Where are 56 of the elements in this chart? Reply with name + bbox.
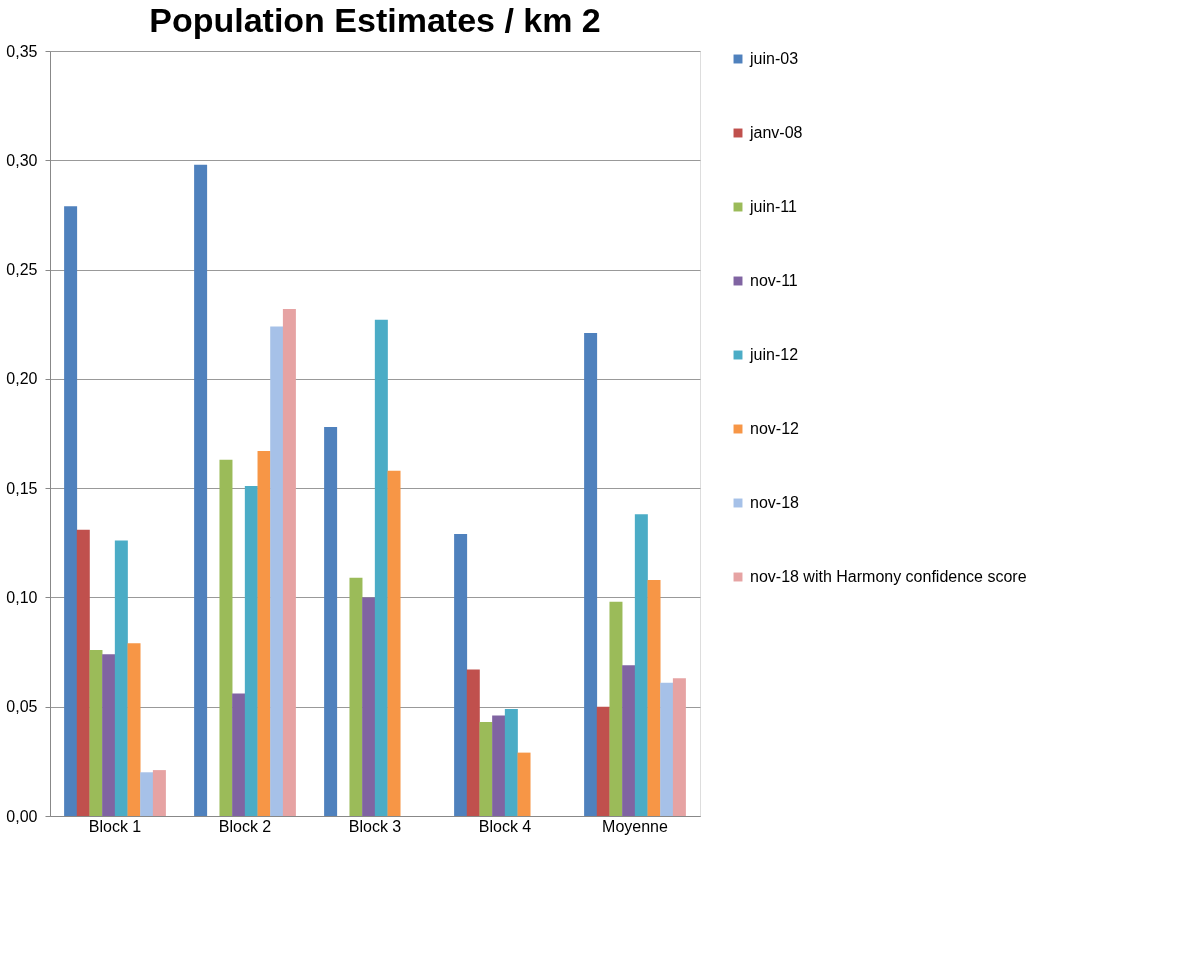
y-tick-label: 0,00 (6, 807, 38, 825)
y-tick-label: 0,15 (6, 479, 38, 497)
bar (517, 752, 531, 816)
bar (76, 529, 90, 816)
x-tick-label: Block 1 (88, 817, 142, 835)
bar (504, 708, 518, 816)
bar (89, 649, 103, 816)
legend-label: nov-11 (750, 272, 798, 289)
y-tick-label: 0,20 (6, 370, 38, 388)
bar (244, 485, 258, 816)
bar (622, 665, 636, 816)
y-tick-label: 0,25 (6, 261, 38, 279)
bar (194, 164, 208, 816)
bar (219, 459, 233, 816)
bar (387, 470, 401, 816)
bar (479, 722, 493, 816)
bar (672, 678, 686, 816)
legend-label: nov-18 with Harmony confidence score (750, 568, 1027, 585)
y-tick-label: 0,35 (6, 42, 38, 60)
bar (349, 577, 363, 816)
legend-label: nov-12 (750, 420, 800, 437)
bar (102, 654, 116, 816)
bar (596, 706, 610, 816)
legend-label: nov-18 (750, 494, 800, 511)
bar (270, 326, 284, 816)
y-tick-label: 0,05 (6, 698, 38, 716)
x-tick-label: Moyenne (602, 817, 669, 835)
bar (609, 601, 623, 816)
chart-title: Population Estimates / km 2 (149, 1, 601, 39)
y-tick-label: 0,10 (6, 588, 38, 606)
bar (466, 669, 480, 816)
legend-label: janv-08 (749, 124, 803, 141)
bar (374, 319, 388, 816)
bar (114, 540, 128, 816)
bar (660, 682, 674, 816)
y-tick-label: 0,30 (6, 151, 38, 169)
bar (152, 770, 166, 816)
bar (647, 579, 661, 816)
bar (584, 332, 598, 816)
x-tick-label: Block 4 (478, 817, 532, 835)
bar (257, 450, 271, 816)
x-tick-label: Block 3 (348, 817, 402, 835)
legend-label: juin-03 (749, 50, 799, 67)
bar (127, 643, 141, 816)
bar (140, 772, 154, 816)
bar (454, 534, 468, 816)
legend-label: juin-12 (749, 346, 799, 363)
bar (492, 715, 506, 816)
bar (282, 308, 296, 816)
bar (232, 693, 246, 816)
legend-label: juin-11 (749, 198, 797, 215)
bar (324, 426, 338, 816)
bar (362, 597, 376, 816)
bar (64, 206, 78, 816)
bar (634, 514, 648, 816)
x-tick-label: Block 2 (218, 817, 272, 835)
